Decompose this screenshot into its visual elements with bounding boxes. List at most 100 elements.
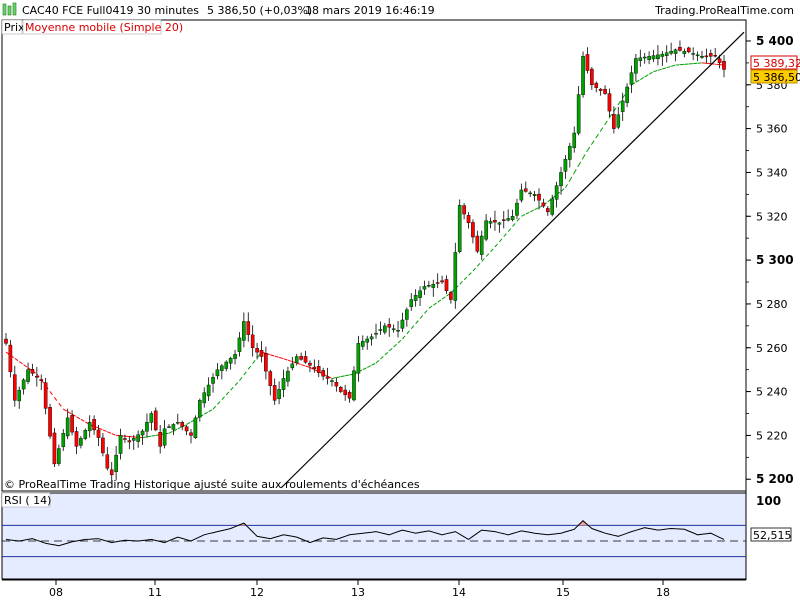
ma-segment <box>168 430 174 434</box>
ma-segment <box>366 364 372 368</box>
candle <box>563 155 568 179</box>
candle <box>651 49 656 63</box>
candle <box>184 425 189 436</box>
ma-segment <box>591 137 597 145</box>
x-tick-label: 08 <box>49 586 63 599</box>
candle <box>290 356 295 371</box>
ma-segment <box>587 143 593 151</box>
ma-segment <box>190 418 196 423</box>
candle <box>479 230 484 260</box>
y-tick-label: 5 280 <box>756 298 788 311</box>
ma-segment <box>309 367 315 371</box>
ma-segment <box>287 359 293 363</box>
candle <box>158 424 162 454</box>
candle <box>193 415 198 439</box>
ma-segment <box>582 150 588 159</box>
candle <box>620 92 625 121</box>
ma-segment <box>441 295 447 300</box>
y-tick-label: 5 220 <box>756 429 788 442</box>
candle <box>691 47 695 61</box>
candle <box>515 198 519 220</box>
ma-segment <box>393 342 399 348</box>
candle <box>321 367 325 381</box>
candle <box>625 83 629 108</box>
ma-segment <box>36 373 42 381</box>
candle <box>383 322 387 335</box>
candle <box>74 426 79 455</box>
ma-segment <box>564 180 571 189</box>
candle <box>440 275 444 284</box>
ma-segment <box>617 97 624 105</box>
rsi-line <box>5 520 725 547</box>
candle <box>554 181 559 208</box>
ma-segment <box>622 91 628 99</box>
candle <box>189 429 193 444</box>
instrument-title: CAC40 FCE Full0419 <box>22 4 133 17</box>
ma-value-badge: 5 389,32 <box>750 55 800 70</box>
candle <box>418 286 422 306</box>
candle <box>140 429 145 445</box>
candle <box>722 54 726 78</box>
candle <box>96 425 101 447</box>
candle <box>532 191 537 202</box>
candle <box>400 312 405 332</box>
ma-segment <box>507 226 513 232</box>
candle <box>365 335 370 350</box>
ma-segment <box>67 411 73 415</box>
candle <box>343 384 347 401</box>
candle <box>405 307 409 327</box>
candle <box>215 362 220 380</box>
candle <box>435 273 440 289</box>
candle <box>471 219 475 244</box>
candle <box>708 49 713 66</box>
candle <box>250 325 255 357</box>
last-price-change: 5 386,50 (+0,03%) <box>207 4 312 17</box>
candle <box>488 217 493 229</box>
ma-segment <box>468 270 474 276</box>
ma-segment <box>640 76 645 80</box>
candle <box>264 346 268 380</box>
ma-segment <box>494 241 500 248</box>
ma-segment <box>419 313 425 319</box>
candle <box>272 378 277 405</box>
candle <box>21 378 26 395</box>
ma-segment <box>666 65 672 69</box>
candle <box>598 88 603 96</box>
ma-segment <box>278 356 284 360</box>
candle <box>497 221 502 233</box>
candle <box>246 312 251 342</box>
candle <box>175 413 180 425</box>
candle <box>550 194 555 217</box>
ma-segment <box>569 172 575 181</box>
legend-ma: Moyenne mobile (Simple 20) <box>25 21 183 34</box>
ma-segment <box>397 338 403 344</box>
ma-segment <box>345 374 350 377</box>
y-tick-label: 5 300 <box>756 253 794 267</box>
ma-segment <box>362 367 368 371</box>
ma-segment <box>85 421 90 425</box>
ma-segment <box>98 427 104 431</box>
candle <box>647 51 651 65</box>
candle <box>114 445 118 481</box>
candle <box>682 48 687 58</box>
candle <box>523 181 528 193</box>
candle <box>378 321 383 335</box>
candle <box>396 321 400 338</box>
y-tick-label: 5 260 <box>756 342 788 355</box>
candle <box>594 81 599 93</box>
candle <box>537 188 541 210</box>
rsi-value-badge: 52,515 <box>750 527 792 542</box>
candle <box>220 364 224 380</box>
candle <box>17 386 22 409</box>
candle <box>576 85 581 136</box>
candle <box>510 209 515 222</box>
candle <box>233 349 237 365</box>
header-bar <box>0 0 800 20</box>
candle <box>65 408 70 440</box>
candle <box>457 199 462 254</box>
last-price-badge: 5 386,50 <box>750 69 800 84</box>
ma-segment <box>111 433 117 436</box>
price-panel <box>1 19 747 492</box>
ma-segment <box>578 157 584 166</box>
candle <box>127 436 132 450</box>
